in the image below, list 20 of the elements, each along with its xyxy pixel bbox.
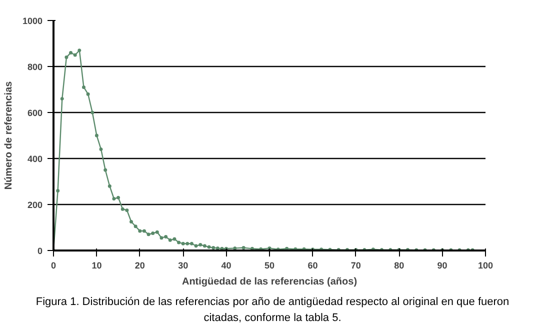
- x-tick-label: 90: [437, 260, 448, 270]
- x-tick-label: 60: [308, 260, 318, 270]
- y-axis-title: Número de referencias: [3, 80, 14, 190]
- x-tick-label: 100: [478, 260, 494, 270]
- x-tick-label: 80: [394, 260, 404, 270]
- y-tick-label: 600: [27, 108, 43, 118]
- x-axis-title: Antigüedad de las referencias (años): [182, 276, 358, 288]
- y-tick-label: 1000: [22, 16, 43, 26]
- y-tick-label: 800: [27, 62, 43, 72]
- text: Figura 1. Distribución de las referencias por año de antigüedad respecto al original en que fueron citadas, conforme la tabla 5.: [36, 295, 510, 326]
- x-tick-label: 40: [221, 260, 232, 270]
- x-tick-label: 0: [50, 260, 56, 270]
- x-tick-label: 70: [350, 260, 361, 270]
- x-tick-label: 20: [134, 260, 145, 270]
- y-tick-label: 200: [27, 200, 43, 210]
- y-tick-label: 400: [27, 154, 43, 164]
- x-tick-label: 10: [92, 260, 102, 270]
- x-tick-label: 50: [264, 260, 275, 270]
- y-tick-label: 0: [37, 246, 43, 256]
- x-tick-label: 30: [178, 260, 188, 270]
